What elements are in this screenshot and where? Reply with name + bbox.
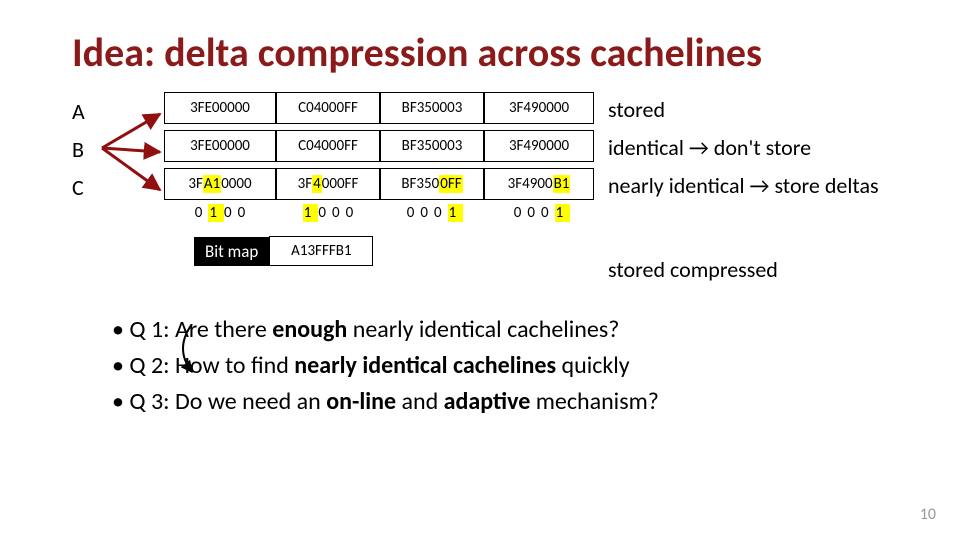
cell: 3FE00000 <box>164 92 276 124</box>
fanout-arrows <box>72 92 172 232</box>
page-number: 10 <box>920 505 936 524</box>
curve-arrow-icon <box>172 324 202 384</box>
arrow-glyph-icon: → <box>689 134 709 161</box>
bits-cell: 0100 <box>164 204 276 222</box>
table-row: 3FE00000 C04000FF BF350003 3F490000 <box>164 92 896 124</box>
cell: 3F490000 <box>484 130 594 162</box>
question-item: • Q 1: Are there enough nearly identical… <box>112 312 896 348</box>
annot-text: identical <box>608 134 689 161</box>
row-label-c: C <box>72 174 84 201</box>
row-label-a: A <box>72 98 85 125</box>
diagram-stage: A B C 3FE00000 C04000FF BF350003 3F49000… <box>72 92 896 266</box>
cell: 3F4900B1 <box>484 168 594 200</box>
annot-stored: stored <box>608 96 665 123</box>
cell: BF350003 <box>380 130 484 162</box>
annot-stored-compressed: stored compressed <box>608 256 778 283</box>
cell: 3F490000 <box>484 92 594 124</box>
question-item: • Q 3: Do we need an on-line and adaptiv… <box>112 384 896 420</box>
bits-cell: 1000 <box>276 204 380 222</box>
annot-text: don't store <box>709 134 811 161</box>
row-label-b: B <box>72 136 84 163</box>
bits-row: 0100100000010001 <box>164 204 896 222</box>
question-item: • Q 2: How to find nearly identical cach… <box>112 348 896 384</box>
annot-nearly: nearly identical → store deltas <box>608 172 879 199</box>
cell: BF3500FF <box>380 168 484 200</box>
cell: 3F4000FF <box>276 168 380 200</box>
annot-text: store deltas <box>769 172 878 199</box>
bitmap-value: A13FFFB1 <box>269 236 373 266</box>
arrow-glyph-icon: → <box>750 172 770 199</box>
bitmap-area: Bit map A13FFFB1 <box>194 236 896 266</box>
bits-cell: 0001 <box>380 204 484 222</box>
cell: 3FA10000 <box>164 168 276 200</box>
annot-text: nearly identical <box>608 172 750 199</box>
annot-identical: identical → don't store <box>608 134 811 161</box>
cell: BF350003 <box>380 92 484 124</box>
cell: 3FE00000 <box>164 130 276 162</box>
slide-title: Idea: delta compression across cacheline… <box>72 32 896 74</box>
cell: C04000FF <box>276 130 380 162</box>
cell: C04000FF <box>276 92 380 124</box>
bits-cell: 0001 <box>484 204 594 222</box>
bitmap-tag: Bit map <box>194 237 269 266</box>
